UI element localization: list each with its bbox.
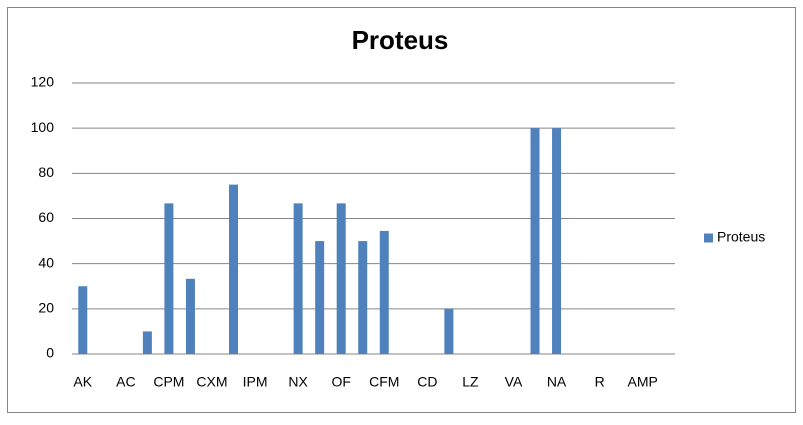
y-tick-label: 20	[38, 300, 54, 316]
y-tick-label: 100	[31, 119, 55, 135]
bar	[530, 128, 540, 354]
y-tick-label: 40	[38, 254, 54, 270]
bar	[78, 286, 88, 354]
y-tick-label: 120	[31, 74, 55, 90]
y-tick-label: 80	[38, 164, 54, 180]
bar	[358, 241, 368, 354]
bar	[444, 308, 454, 354]
x-tick-label: LZ	[462, 374, 479, 390]
x-tick-label: NX	[288, 374, 308, 390]
y-tick-label: 60	[38, 209, 54, 225]
x-tick-label: CFM	[369, 374, 399, 390]
bar	[336, 203, 346, 354]
x-tick-label: AK	[73, 374, 92, 390]
legend-swatch	[704, 233, 713, 243]
bar	[315, 241, 325, 354]
x-tick-label: CXM	[196, 374, 227, 390]
x-tick-label: NA	[547, 374, 567, 390]
x-tick-label: R	[595, 374, 605, 390]
legend-label: Proteus	[717, 229, 765, 245]
chart-title: Proteus	[352, 25, 449, 55]
bar	[379, 230, 389, 354]
y-tick-label: 0	[46, 345, 54, 361]
bar	[185, 278, 195, 354]
x-tick-label: OF	[331, 374, 350, 390]
x-tick-label: CD	[417, 374, 437, 390]
chart-border	[7, 7, 796, 413]
x-tick-label: CPM	[153, 374, 184, 390]
bar	[142, 331, 152, 354]
x-tick-label: AMP	[628, 374, 658, 390]
bar	[293, 203, 303, 354]
bar	[164, 203, 174, 354]
x-tick-label: AC	[116, 374, 135, 390]
x-tick-label: VA	[505, 374, 523, 390]
bar	[229, 184, 239, 354]
x-tick-label: IPM	[243, 374, 268, 390]
bar	[552, 128, 562, 354]
